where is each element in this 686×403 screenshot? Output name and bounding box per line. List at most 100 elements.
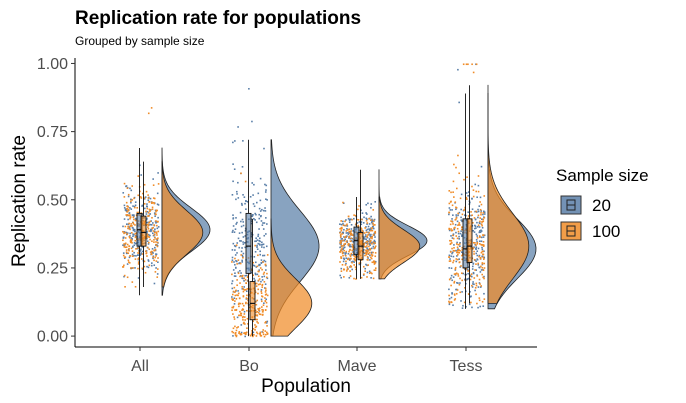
- data-point: [252, 264, 255, 267]
- data-point: [258, 263, 261, 266]
- data-point: [153, 201, 155, 204]
- data-point: [266, 320, 269, 323]
- data-point-outlier: [147, 112, 150, 115]
- data-point: [482, 245, 485, 247]
- data-point: [126, 187, 129, 189]
- data-point: [340, 248, 343, 251]
- data-point: [344, 220, 346, 223]
- data-point: [134, 233, 137, 235]
- data-point: [157, 268, 159, 270]
- data-point: [130, 201, 132, 204]
- data-point: [243, 241, 246, 244]
- data-point: [129, 241, 132, 244]
- data-point: [344, 242, 347, 245]
- data-point: [151, 232, 154, 235]
- data-point: [362, 231, 364, 233]
- data-point: [242, 290, 245, 293]
- data-point: [363, 245, 365, 248]
- data-point: [245, 298, 248, 300]
- data-point: [366, 240, 369, 243]
- data-point: [132, 223, 135, 225]
- data-point: [365, 220, 368, 222]
- data-point: [154, 271, 157, 273]
- data-point: [344, 224, 347, 227]
- data-point: [340, 228, 343, 230]
- boxplot-100-tess: [466, 85, 473, 304]
- data-point: [122, 252, 125, 254]
- data-point: [353, 214, 355, 216]
- data-point: [130, 237, 133, 239]
- data-point: [463, 178, 465, 181]
- data-point: [371, 237, 373, 240]
- data-point: [138, 257, 140, 259]
- data-point: [131, 255, 134, 257]
- data-point: [123, 204, 126, 207]
- data-point: [131, 267, 133, 269]
- data-point: [149, 238, 151, 241]
- data-point: [354, 258, 356, 261]
- data-point: [456, 255, 458, 257]
- data-point: [256, 299, 259, 302]
- data-point: [476, 221, 478, 224]
- data-point: [450, 229, 453, 232]
- data-point: [467, 272, 469, 275]
- data-point: [449, 278, 451, 281]
- data-point: [235, 260, 238, 263]
- data-point: [374, 245, 377, 248]
- data-point: [154, 228, 156, 231]
- data-point: [256, 265, 259, 268]
- data-point: [349, 255, 352, 258]
- data-point: [465, 268, 467, 270]
- data-point: [233, 275, 236, 277]
- data-point: [367, 250, 369, 253]
- data-point: [137, 252, 139, 254]
- data-point: [481, 246, 483, 249]
- data-point: [141, 205, 143, 207]
- data-point: [137, 194, 140, 197]
- data-point: [370, 256, 372, 259]
- data-point: [154, 213, 157, 215]
- data-point: [243, 321, 245, 324]
- data-point: [261, 308, 263, 311]
- data-point: [155, 241, 157, 243]
- data-point: [454, 201, 457, 203]
- data-point: [357, 224, 360, 227]
- data-point: [474, 183, 477, 186]
- data-point: [455, 206, 457, 209]
- data-point: [266, 325, 268, 327]
- data-point: [259, 331, 262, 334]
- data-point: [123, 243, 125, 245]
- data-point: [264, 207, 266, 209]
- data-point: [480, 223, 483, 226]
- data-point: [483, 244, 485, 247]
- data-point: [455, 258, 458, 260]
- data-point: [133, 251, 135, 254]
- data-point: [151, 240, 153, 243]
- data-point-outlier: [465, 63, 468, 66]
- data-point: [480, 265, 482, 268]
- y-tick-label: 0.75: [37, 124, 68, 141]
- data-point: [137, 258, 140, 260]
- data-point: [242, 194, 244, 196]
- data-point: [253, 205, 256, 208]
- data-point: [452, 259, 455, 262]
- data-point: [363, 252, 366, 255]
- data-point: [370, 227, 373, 230]
- data-point: [146, 246, 149, 249]
- data-point: [127, 206, 129, 208]
- data-point: [483, 216, 486, 219]
- data-point: [245, 301, 247, 304]
- data-point: [255, 303, 258, 306]
- data-point: [339, 227, 341, 230]
- data-point: [231, 309, 233, 312]
- data-point: [123, 218, 126, 220]
- data-point: [146, 234, 149, 237]
- data-point: [368, 245, 370, 248]
- data-point: [373, 262, 376, 264]
- data-point: [147, 235, 149, 238]
- data-point: [372, 245, 375, 248]
- data-point: [241, 218, 244, 221]
- data-point: [254, 212, 256, 215]
- data-point: [341, 247, 343, 249]
- data-point: [257, 288, 260, 291]
